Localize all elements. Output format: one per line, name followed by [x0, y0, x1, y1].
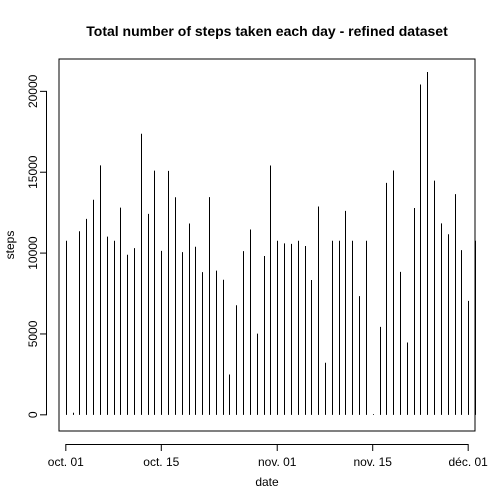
y-tick-label-0: 0 — [26, 411, 40, 418]
x-tick-label-1: oct. 15 — [143, 455, 179, 469]
x-tick-label-0: oct. 01 — [48, 455, 84, 469]
y-axis-label: steps — [3, 231, 17, 260]
chart-title: Total number of steps taken each day - r… — [86, 23, 448, 39]
x-axis-label: date — [255, 475, 279, 489]
y-tick-label-2: 10000 — [26, 236, 40, 270]
plot-frame — [58, 58, 476, 432]
y-tick-label-4: 20000 — [26, 74, 40, 108]
x-tick-label-2: nov. 01 — [258, 455, 297, 469]
x-tick-label-4: déc. 01 — [448, 455, 488, 469]
bars-group — [66, 72, 476, 415]
x-axis: oct. 01 oct. 15 nov. 01 nov. 15 déc. 01 — [48, 444, 488, 469]
x-tick-label-3: nov. 15 — [353, 455, 392, 469]
y-tick-label-1: 5000 — [26, 320, 40, 347]
y-tick-label-3: 15000 — [26, 155, 40, 189]
y-axis: 0 5000 10000 15000 20000 — [26, 74, 47, 418]
